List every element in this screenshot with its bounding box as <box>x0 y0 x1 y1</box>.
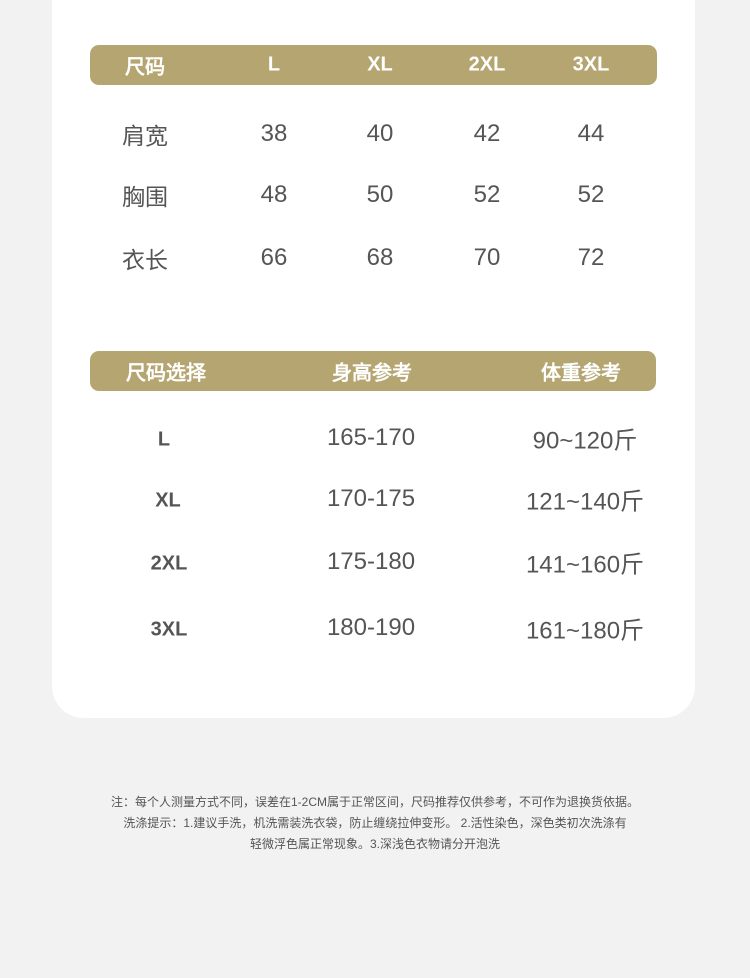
size-label: L <box>157 428 171 451</box>
footer-notes: 注：每个人测量方式不同，误差在1-2CM属于正常区间，尺码推荐仅供参考，不可作为… <box>60 792 690 855</box>
size-label: 2XL <box>150 552 188 575</box>
row-label: 肩宽 <box>122 123 168 149</box>
weight-cell: 121~140斤 <box>525 488 645 516</box>
table-cell: 48 <box>260 181 288 208</box>
size-label: 3XL <box>150 618 188 641</box>
header-cell: XL <box>367 53 393 76</box>
table-cell: 38 <box>260 120 288 147</box>
height-cell: 180-190 <box>326 614 416 641</box>
weight-cell: 90~120斤 <box>532 427 638 455</box>
table-cell: 44 <box>577 120 605 147</box>
size-label: XL <box>155 489 181 512</box>
table-cell: 50 <box>366 181 394 208</box>
wash-tips-cont: 轻微浮色属正常现象。3.深浅色衣物请分开泡洗 <box>249 837 500 851</box>
header-cell: L <box>267 53 281 76</box>
table-cell: 40 <box>366 120 394 147</box>
weight-cell: 161~180斤 <box>525 617 645 645</box>
header-cell: 尺码 <box>125 56 165 79</box>
wash-tips: 洗涤提示：1.建议手洗，机洗需装洗衣袋，防止缠绕拉伸变形。 2.活性染色，深色类… <box>123 816 627 830</box>
table-cell: 68 <box>366 244 394 271</box>
height-cell: 170-175 <box>326 485 416 512</box>
height-cell: 175-180 <box>326 548 416 575</box>
table-cell: 72 <box>577 244 605 271</box>
height-cell: 165-170 <box>326 424 416 451</box>
table-cell: 52 <box>473 181 501 208</box>
header-cell: 3XL <box>572 53 610 76</box>
table-cell: 52 <box>577 181 605 208</box>
fit-table-header: 尺码选择 身高参考 体重参考 <box>90 351 656 391</box>
row-label: 衣长 <box>122 247 168 273</box>
header-cell: 身高参考 <box>332 362 412 385</box>
table-cell: 66 <box>260 244 288 271</box>
header-cell: 2XL <box>468 53 506 76</box>
measurement-note: 注：每个人测量方式不同，误差在1-2CM属于正常区间，尺码推荐仅供参考，不可作为… <box>110 795 639 809</box>
weight-cell: 141~160斤 <box>525 551 645 579</box>
size-table-header: 尺码 L XL 2XL 3XL <box>90 45 657 85</box>
header-cell: 尺码选择 <box>126 362 206 385</box>
table-cell: 70 <box>473 244 501 271</box>
header-cell: 体重参考 <box>541 362 621 385</box>
table-cell: 42 <box>473 120 501 147</box>
row-label: 胸围 <box>122 184 168 210</box>
